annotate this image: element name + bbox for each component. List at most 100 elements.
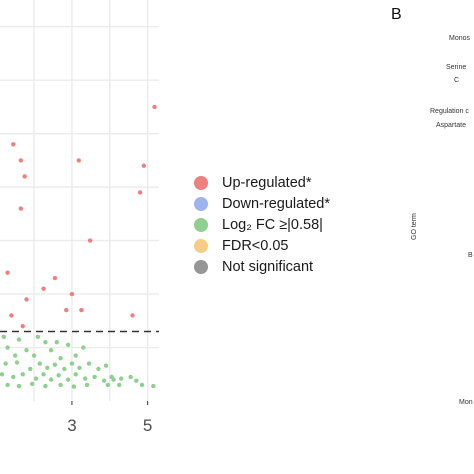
data-point: [41, 286, 46, 291]
data-point: [81, 345, 86, 350]
data-point: [103, 363, 109, 368]
legend-key-not-significant: [194, 259, 208, 274]
data-point: [58, 356, 63, 361]
data-point: [139, 382, 145, 388]
data-point: [101, 378, 107, 383]
data-point: [9, 313, 14, 318]
data-point: [58, 382, 63, 388]
data-point: [82, 376, 88, 381]
plot-panel: [0, 0, 159, 401]
data-point: [0, 372, 5, 377]
data-point: [24, 348, 29, 353]
data-point: [5, 382, 10, 388]
go-term-fragment: Mon: [459, 399, 473, 406]
data-point: [134, 378, 139, 383]
data-point: [18, 158, 24, 163]
data-point: [56, 373, 61, 378]
data-point: [87, 238, 93, 243]
data-point: [14, 360, 20, 365]
legend-label-down-regulated: Down-regulated*: [222, 195, 331, 212]
data-point: [69, 361, 75, 366]
data-point: [65, 377, 71, 382]
data-point: [96, 366, 101, 372]
legend-item-log2fc: Log₂ FC ≥|0.58|: [194, 214, 330, 235]
data-point: [45, 365, 50, 371]
go-term-fragment: Regulation c: [430, 108, 469, 115]
go-term-fragment: Monos: [449, 35, 471, 42]
data-point: [118, 376, 124, 381]
go-term-fragment: C: [454, 77, 460, 84]
data-point: [5, 345, 10, 350]
legend-label-not-significant: Not significant: [222, 258, 314, 275]
go-term-fragment: Serine: [446, 64, 467, 71]
legend-item-up-regulated: Up-regulated*: [194, 172, 330, 193]
data-point: [1, 334, 6, 340]
data-point: [24, 297, 29, 302]
data-point: [20, 323, 25, 329]
data-point: [48, 377, 54, 382]
data-point: [43, 339, 48, 345]
data-point: [64, 307, 69, 313]
data-point: [29, 381, 35, 387]
legend: Up-regulated* Down-regulated* Log₂ FC ≥|…: [194, 172, 330, 277]
data-point: [33, 376, 39, 381]
data-point: [137, 190, 143, 195]
legend-item-not-significant: Not significant: [194, 256, 330, 277]
data-point: [52, 275, 58, 281]
data-point: [41, 372, 46, 377]
data-point: [43, 383, 48, 389]
legend-label-up-regulated: Up-regulated*: [222, 174, 312, 191]
data-point: [71, 384, 77, 389]
data-point: [12, 353, 18, 358]
data-point: [28, 366, 33, 372]
legend-label-fdr: FDR<0.05: [222, 237, 289, 254]
data-point: [3, 361, 8, 366]
data-point: [152, 104, 157, 110]
data-point: [62, 366, 67, 372]
data-point: [37, 361, 42, 366]
legend-key-up-regulated: [194, 175, 208, 190]
data-point: [84, 382, 90, 388]
legend-key-fdr: [194, 238, 208, 253]
x-tick-label: 5: [143, 416, 152, 435]
legend-label-log2fc: Log₂ FC ≥|0.58|: [222, 216, 323, 233]
data-point: [31, 353, 37, 358]
x-tick-label: 3: [67, 416, 76, 435]
panel-b-letter: B: [391, 6, 402, 23]
data-point: [65, 342, 71, 348]
data-point: [11, 374, 16, 380]
data-point: [117, 382, 122, 388]
data-point: [52, 362, 58, 367]
go-term-axis-label: GO term: [411, 213, 418, 240]
data-point: [92, 374, 97, 380]
data-point: [141, 163, 147, 168]
data-point: [128, 374, 133, 380]
data-point: [86, 361, 92, 366]
grid: [0, 0, 159, 401]
go-term-fragment: B: [468, 252, 473, 259]
data-point: [16, 337, 22, 342]
go-term-fragment: Aspartate: [436, 122, 466, 129]
data-point: [54, 339, 59, 345]
data-point: [111, 377, 116, 382]
data-point: [105, 382, 111, 388]
data-point: [130, 313, 135, 318]
data-point: [76, 158, 81, 163]
legend-item-down-regulated: Down-regulated*: [194, 193, 330, 214]
data-point: [73, 372, 78, 377]
data-point: [79, 307, 84, 313]
data-point: [151, 383, 156, 389]
data-point: [11, 142, 16, 147]
data-point: [20, 372, 25, 377]
data-point: [73, 353, 78, 358]
data-point: [16, 383, 22, 389]
data-point: [22, 174, 27, 179]
data-point: [35, 334, 41, 340]
data-point: [69, 291, 75, 297]
data-points: [0, 104, 157, 389]
data-point: [77, 365, 82, 371]
data-point: [5, 270, 10, 275]
data-point: [18, 206, 24, 211]
